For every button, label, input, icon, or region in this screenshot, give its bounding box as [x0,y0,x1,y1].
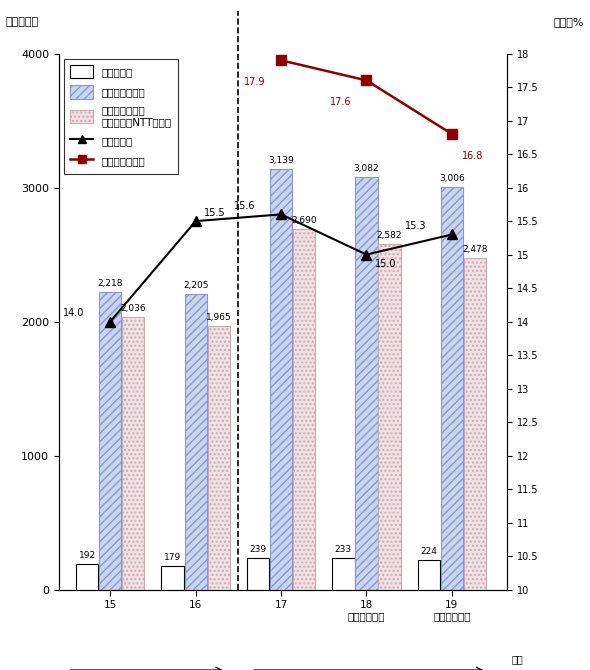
Text: 2,036: 2,036 [120,304,146,313]
Text: 3,139: 3,139 [268,156,294,165]
Bar [247,557,269,590]
Text: 233: 233 [335,545,352,554]
Text: 年度: 年度 [512,654,523,664]
Text: 239: 239 [250,545,267,553]
Text: 単位：%: 単位：% [553,17,584,27]
Text: 2,205: 2,205 [183,281,208,290]
Text: 16.8: 16.8 [462,151,484,161]
Bar [378,244,401,590]
Text: 3,006: 3,006 [439,174,465,183]
Text: 2,582: 2,582 [377,230,402,240]
Bar [185,294,206,590]
Text: 2,218: 2,218 [97,279,123,288]
Bar [293,229,315,590]
Text: 14.0: 14.0 [63,308,84,318]
Text: 3,082: 3,082 [353,163,379,173]
Bar [355,177,378,590]
Text: 1,965: 1,965 [206,314,232,322]
Bar [76,564,99,590]
Text: 179: 179 [164,553,181,561]
Text: 17.9: 17.9 [244,77,266,87]
Text: 192: 192 [78,551,96,560]
Bar [332,558,355,590]
Text: 2,478: 2,478 [462,245,488,253]
Legend: 市債借入額, 年度末市債残高, 年度末市債残高
〈臨財債，NTT除く〉, 公債費比率, 実質公債費比率: 市債借入額, 年度末市債残高, 年度末市債残高 〈臨財債，NTT除く〉, 公債費… [64,59,178,174]
Bar [464,257,486,590]
Text: 2,690: 2,690 [291,216,317,225]
Text: 224: 224 [421,547,437,555]
Bar [441,187,463,590]
Text: 15.6: 15.6 [234,201,255,211]
Text: 15.3: 15.3 [405,221,426,231]
Bar [418,559,440,590]
Text: 17.6: 17.6 [330,97,351,107]
Text: 15.5: 15.5 [204,208,226,218]
Text: 単位：億円: 単位：億円 [6,17,39,27]
Bar [122,317,145,590]
Bar [208,326,230,590]
Text: 15.0: 15.0 [375,259,396,269]
Bar [270,169,292,590]
Bar [99,292,122,590]
Bar [162,565,183,590]
